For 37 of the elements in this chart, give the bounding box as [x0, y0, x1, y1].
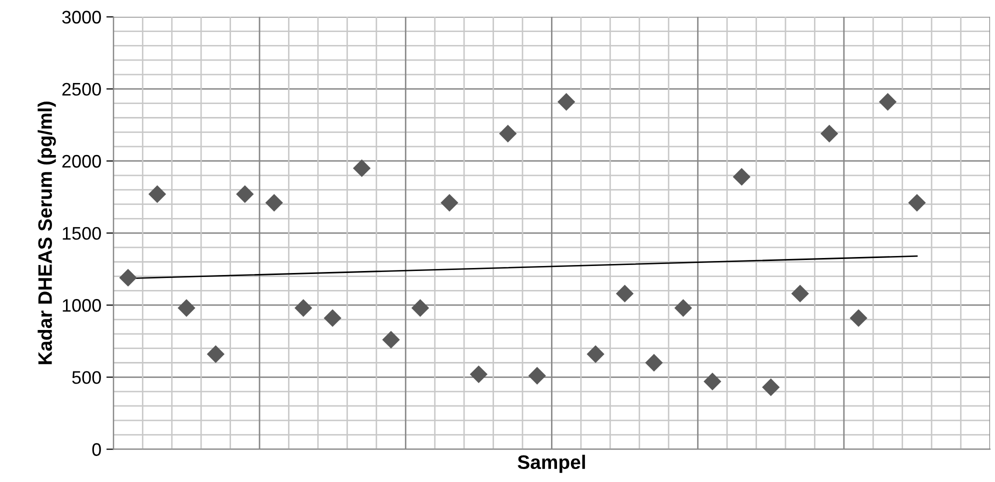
point	[236, 186, 254, 203]
y-tick-label: 2000	[62, 154, 101, 168]
y-tick-label: 500	[72, 371, 101, 384]
point	[645, 354, 663, 372]
point	[499, 125, 516, 142]
point	[616, 285, 634, 302]
point	[674, 299, 692, 317]
point	[820, 125, 838, 142]
point	[119, 269, 137, 286]
point	[879, 93, 896, 110]
y-tick-label: 1000	[62, 299, 101, 312]
point	[382, 331, 400, 348]
point	[440, 194, 458, 212]
point	[148, 186, 166, 203]
point	[266, 194, 283, 212]
point	[792, 285, 809, 302]
y-tick-label: 1500	[62, 226, 101, 240]
y-tick-label: 0	[92, 443, 101, 456]
point	[762, 378, 780, 396]
point	[294, 299, 312, 317]
point	[733, 168, 750, 186]
point	[470, 366, 488, 383]
point	[324, 310, 342, 327]
point	[178, 299, 196, 317]
point	[587, 346, 604, 363]
y-tick-label: 2500	[62, 82, 101, 96]
point	[528, 367, 546, 384]
point	[850, 310, 868, 327]
y-axis-title: Kadar DHEAS Serum (pg/ml)	[38, 102, 56, 364]
point	[558, 93, 575, 110]
y-tick-label: 3000	[62, 10, 101, 24]
point	[412, 299, 429, 317]
point	[207, 346, 224, 363]
x-axis-title: Sampel	[518, 454, 585, 473]
point	[908, 194, 926, 212]
point	[353, 160, 370, 177]
point	[704, 372, 721, 390]
